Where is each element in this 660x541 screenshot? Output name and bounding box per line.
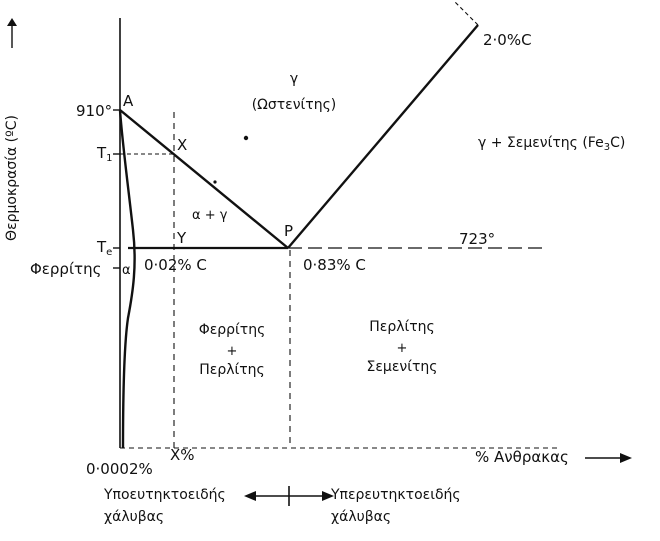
- austenite-gamma-label: γ: [289, 71, 299, 87]
- austenite-region-label: (Ωστενίτης): [251, 97, 337, 113]
- point-dot-a3: [213, 180, 217, 184]
- ferrite-label: Φερρίτης: [30, 260, 102, 278]
- y-axis-arrow-icon: [7, 18, 17, 48]
- alpha-gamma-region-label: α + γ: [192, 208, 228, 223]
- point-x-label: X: [177, 136, 188, 154]
- t1-label: T1: [97, 144, 113, 164]
- carbon-2-0-label: 2·0%C: [483, 31, 532, 49]
- temp-723-label: 723°: [459, 230, 496, 248]
- hypoeutectoid-line2: χάλυβας: [104, 509, 165, 525]
- a3-line: [119, 109, 289, 249]
- steel-divider-arrowhead-left: [244, 491, 256, 501]
- x-axis-label: % Ανθρακας: [475, 448, 569, 466]
- pearlite-cementite-line2: Σεμενίτης: [366, 359, 438, 375]
- point-y-label: Y: [177, 229, 187, 247]
- acm-extension: [454, 1, 479, 26]
- point-a-label: A: [123, 92, 134, 110]
- gamma-cementite-region-label: γ + Σεμενίτης (Fe3C): [478, 135, 626, 153]
- steel-divider-arrowhead-right: [322, 491, 334, 501]
- ferrite-pearlite-line1: Φερρίτης: [198, 322, 266, 338]
- carbon-0-02-label: 0·02% C: [144, 256, 207, 274]
- pearlite-cementite-plus: +: [396, 341, 408, 356]
- temp-910-label: 910°: [76, 102, 113, 120]
- carbon-0-0002-label: 0·0002%: [86, 460, 153, 478]
- pearlite-cementite-line1: Περλίτης: [369, 319, 435, 335]
- ferrite-solvus-curve: [118, 109, 136, 449]
- y-axis-label: Θερμοκρασία (ºC): [4, 115, 20, 241]
- point-dot-austenite: [243, 135, 249, 141]
- point-p-label: P: [284, 222, 294, 240]
- hypereutectoid-line1: Υπερευτηκτοειδής: [331, 487, 461, 503]
- acm-line: [287, 24, 479, 249]
- carbon-0-83-label: 0·83% C: [303, 256, 366, 274]
- hypereutectoid-line2: χάλυβας: [331, 509, 392, 525]
- te-label: Te: [97, 238, 113, 258]
- x-percent-label: X%: [170, 446, 195, 464]
- ferrite-pearlite-line2: Περλίτης: [199, 362, 265, 378]
- x-axis-arrow-head: [620, 453, 632, 463]
- alpha-label: α: [122, 263, 131, 278]
- ferrite-pearlite-plus: +: [226, 344, 238, 359]
- hypoeutectoid-line1: Υποευτηκτοειδής: [104, 487, 226, 503]
